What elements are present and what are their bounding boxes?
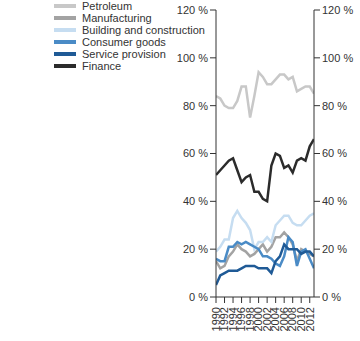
svg-text:60 %: 60 %: [183, 147, 208, 159]
svg-text:2010: 2010: [295, 307, 307, 332]
svg-text:120 %: 120 %: [177, 4, 208, 16]
html-text:Finance: Finance: [82, 60, 122, 72]
svg-text:1996: 1996: [235, 307, 248, 332]
svg-text:80 %: 80 %: [183, 100, 208, 112]
svg-text:2002: 2002: [260, 307, 273, 332]
svg-text:1992: 1992: [218, 307, 231, 332]
html-text:Petroleum: Petroleum: [82, 0, 133, 12]
svg-text:60 %: 60 %: [322, 147, 347, 159]
svg-text:40 %: 40 %: [183, 195, 208, 207]
svg-text:2006: 2006: [278, 307, 290, 332]
svg-text:2008: 2008: [286, 307, 299, 332]
html-text:Consumer goods: Consumer goods: [82, 36, 166, 48]
svg-text:120 %: 120 %: [322, 4, 352, 16]
svg-text:1998: 1998: [243, 307, 256, 332]
svg-text:20 %: 20 %: [322, 243, 347, 255]
svg-text:2004: 2004: [269, 307, 282, 332]
svg-text:20 %: 20 %: [183, 243, 208, 255]
svg-text:2012: 2012: [304, 307, 316, 331]
html-text:Manufacturing: Manufacturing: [82, 12, 152, 24]
svg-text:80 %: 80 %: [322, 100, 347, 112]
svg-text:40 %: 40 %: [322, 195, 347, 207]
svg-text:0 %: 0 %: [189, 291, 208, 303]
svg-text:0 %: 0 %: [322, 291, 341, 303]
svg-text:1990: 1990: [209, 307, 222, 332]
svg-text:2000: 2000: [252, 307, 265, 332]
svg-text:100 %: 100 %: [177, 52, 208, 64]
html-text:Service provision: Service provision: [82, 48, 166, 60]
svg-text:1994: 1994: [226, 307, 239, 332]
html-text:Building and construction: Building and construction: [82, 24, 205, 36]
svg-text:100 %: 100 %: [322, 52, 352, 64]
